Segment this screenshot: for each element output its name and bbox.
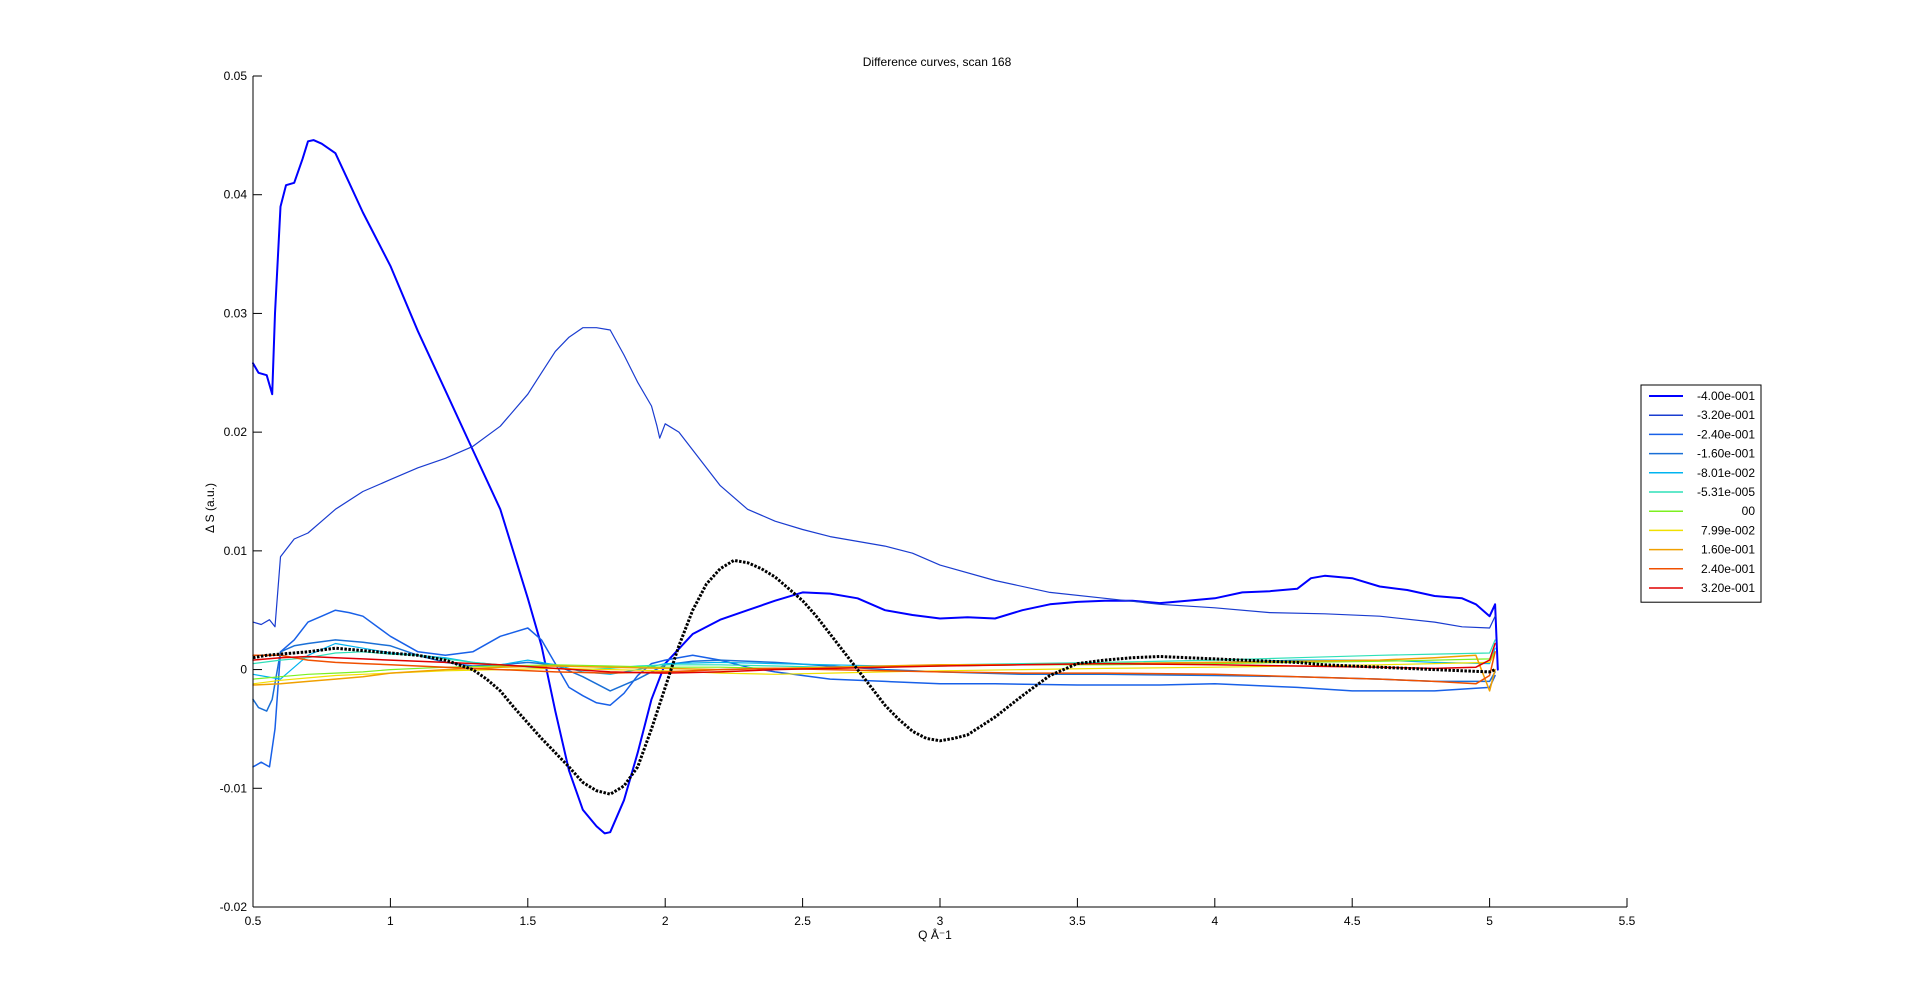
y-tick-label: 0.01 [224,544,248,558]
legend-label: 3.20e-001 [1701,581,1755,595]
legend-label: -2.40e-001 [1697,427,1755,441]
legend-label: 2.40e-001 [1701,562,1755,576]
y-tick-label: -0.02 [220,900,248,914]
x-tick-label: 4.5 [1344,914,1361,928]
legend-label: -4.00e-001 [1697,389,1755,403]
legend-label: -3.20e-001 [1697,408,1755,422]
legend-box [1640,384,1762,603]
axes: 0.5 1 1.5 2 2.5 3 3.5 4 4.5 5 5.5 -0.02 -0.01 0 0.01 0.… [220,69,1636,928]
x-tick-label: 3 [937,914,944,928]
x-tick-label: 2.5 [794,914,811,928]
series-line--4.00e-001 [252,139,1499,835]
x-tick-label: 1.5 [519,914,536,928]
series-line-2.40e-001 [252,651,1496,685]
x-tick-label: 4 [1211,914,1218,928]
x-tick-label: 1 [387,914,394,928]
chart-title: Difference curves, scan 168 [863,55,1012,69]
legend-label: -5.31e-005 [1697,485,1755,499]
legend-label: 1.60e-001 [1701,543,1755,557]
legend: -4.00e-001 -3.20e-001 -2.40e-001 -1.60e-001… [1640,384,1762,603]
y-axis-label: Δ S (a.u.) [203,483,217,533]
y-tick-label: 0.04 [224,188,248,202]
series-line--1.60e-001 [252,639,1496,712]
x-tick-label: 3.5 [1069,914,1086,928]
series-line-3.20e-001 [252,642,1496,674]
y-tick-label: 0.03 [224,306,248,320]
legend-label: -8.01e-002 [1697,466,1755,480]
y-tick-label: 0.02 [224,425,248,439]
plot-area [252,139,1499,835]
y-tick-label: 0 [240,663,247,677]
x-tick-label: 5 [1486,914,1493,928]
series-line--2.40e-001 [252,609,1496,768]
x-tick-label: 2 [662,914,669,928]
x-tick-label: 5.5 [1619,914,1636,928]
x-axis-label: Q Å⁻1 [918,927,952,942]
x-tick-label: 0.5 [245,914,262,928]
legend-label: -1.60e-001 [1697,447,1755,461]
y-tick-label: -0.01 [220,781,248,795]
legend-label: 7.99e-002 [1701,523,1755,537]
series-line--3.20e-001 [252,327,1496,629]
y-tick-label: 0.05 [224,69,248,83]
legend-label: 00 [1742,504,1756,518]
